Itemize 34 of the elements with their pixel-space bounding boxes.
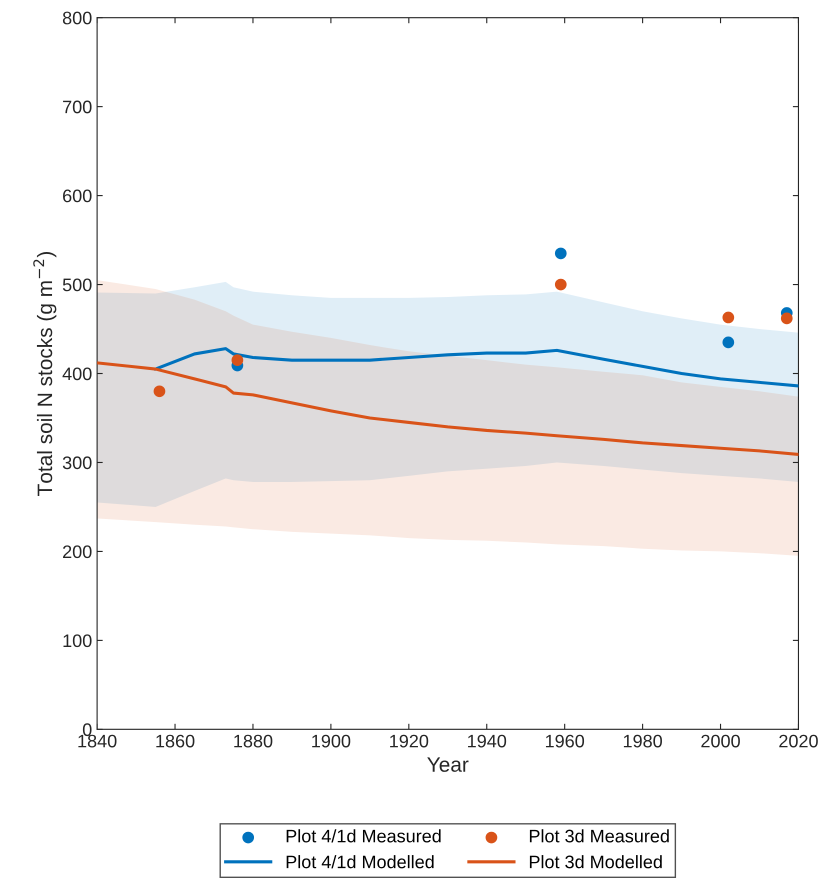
point (722, 336, 734, 348)
legend-label: Plot 3d Measured (530, 829, 669, 842)
x-tick-label: 1920 (390, 734, 428, 748)
x-tick-label: 2000 (701, 734, 740, 748)
x-tick-label: 1860 (156, 734, 194, 748)
y-tick-label: 100 (64, 634, 92, 648)
legend-label: Plot 4/1d Modelled (286, 855, 434, 868)
x-tick-label: 1900 (312, 734, 350, 748)
point (722, 312, 734, 324)
y-axis-title: Total soil N stocks (g m$^{−2}$) (33, 252, 56, 496)
x-tick-label: 2020 (779, 734, 818, 748)
x-tick-label: 1880 (234, 734, 272, 748)
x-tick-label: 1980 (624, 734, 662, 748)
point (232, 354, 244, 366)
x-tick-label: 1960 (546, 734, 584, 748)
y-tick-label: 400 (62, 367, 92, 380)
legend-label: Plot 3d Modelled (530, 855, 662, 868)
x-axis-title: Year (427, 757, 468, 772)
y-tick-label: 800 (62, 12, 92, 24)
point (780, 312, 793, 324)
y-tick-label: 600 (63, 190, 92, 202)
x-tick-label: 1940 (468, 734, 506, 748)
line-series (97, 361, 798, 456)
x-tick-label: 1840 (78, 734, 116, 748)
point (154, 385, 166, 398)
y-tick-label: 700 (63, 100, 92, 114)
line-series (154, 347, 798, 388)
y-tick-label: 300 (62, 456, 92, 470)
y-tick-label: 0 (82, 723, 92, 736)
point (554, 278, 567, 290)
y-tick-label: 200 (63, 545, 92, 558)
legend-label: Plot 4/1d Measured (286, 829, 441, 842)
point (554, 248, 567, 260)
y-tick-label: 500 (62, 278, 92, 292)
